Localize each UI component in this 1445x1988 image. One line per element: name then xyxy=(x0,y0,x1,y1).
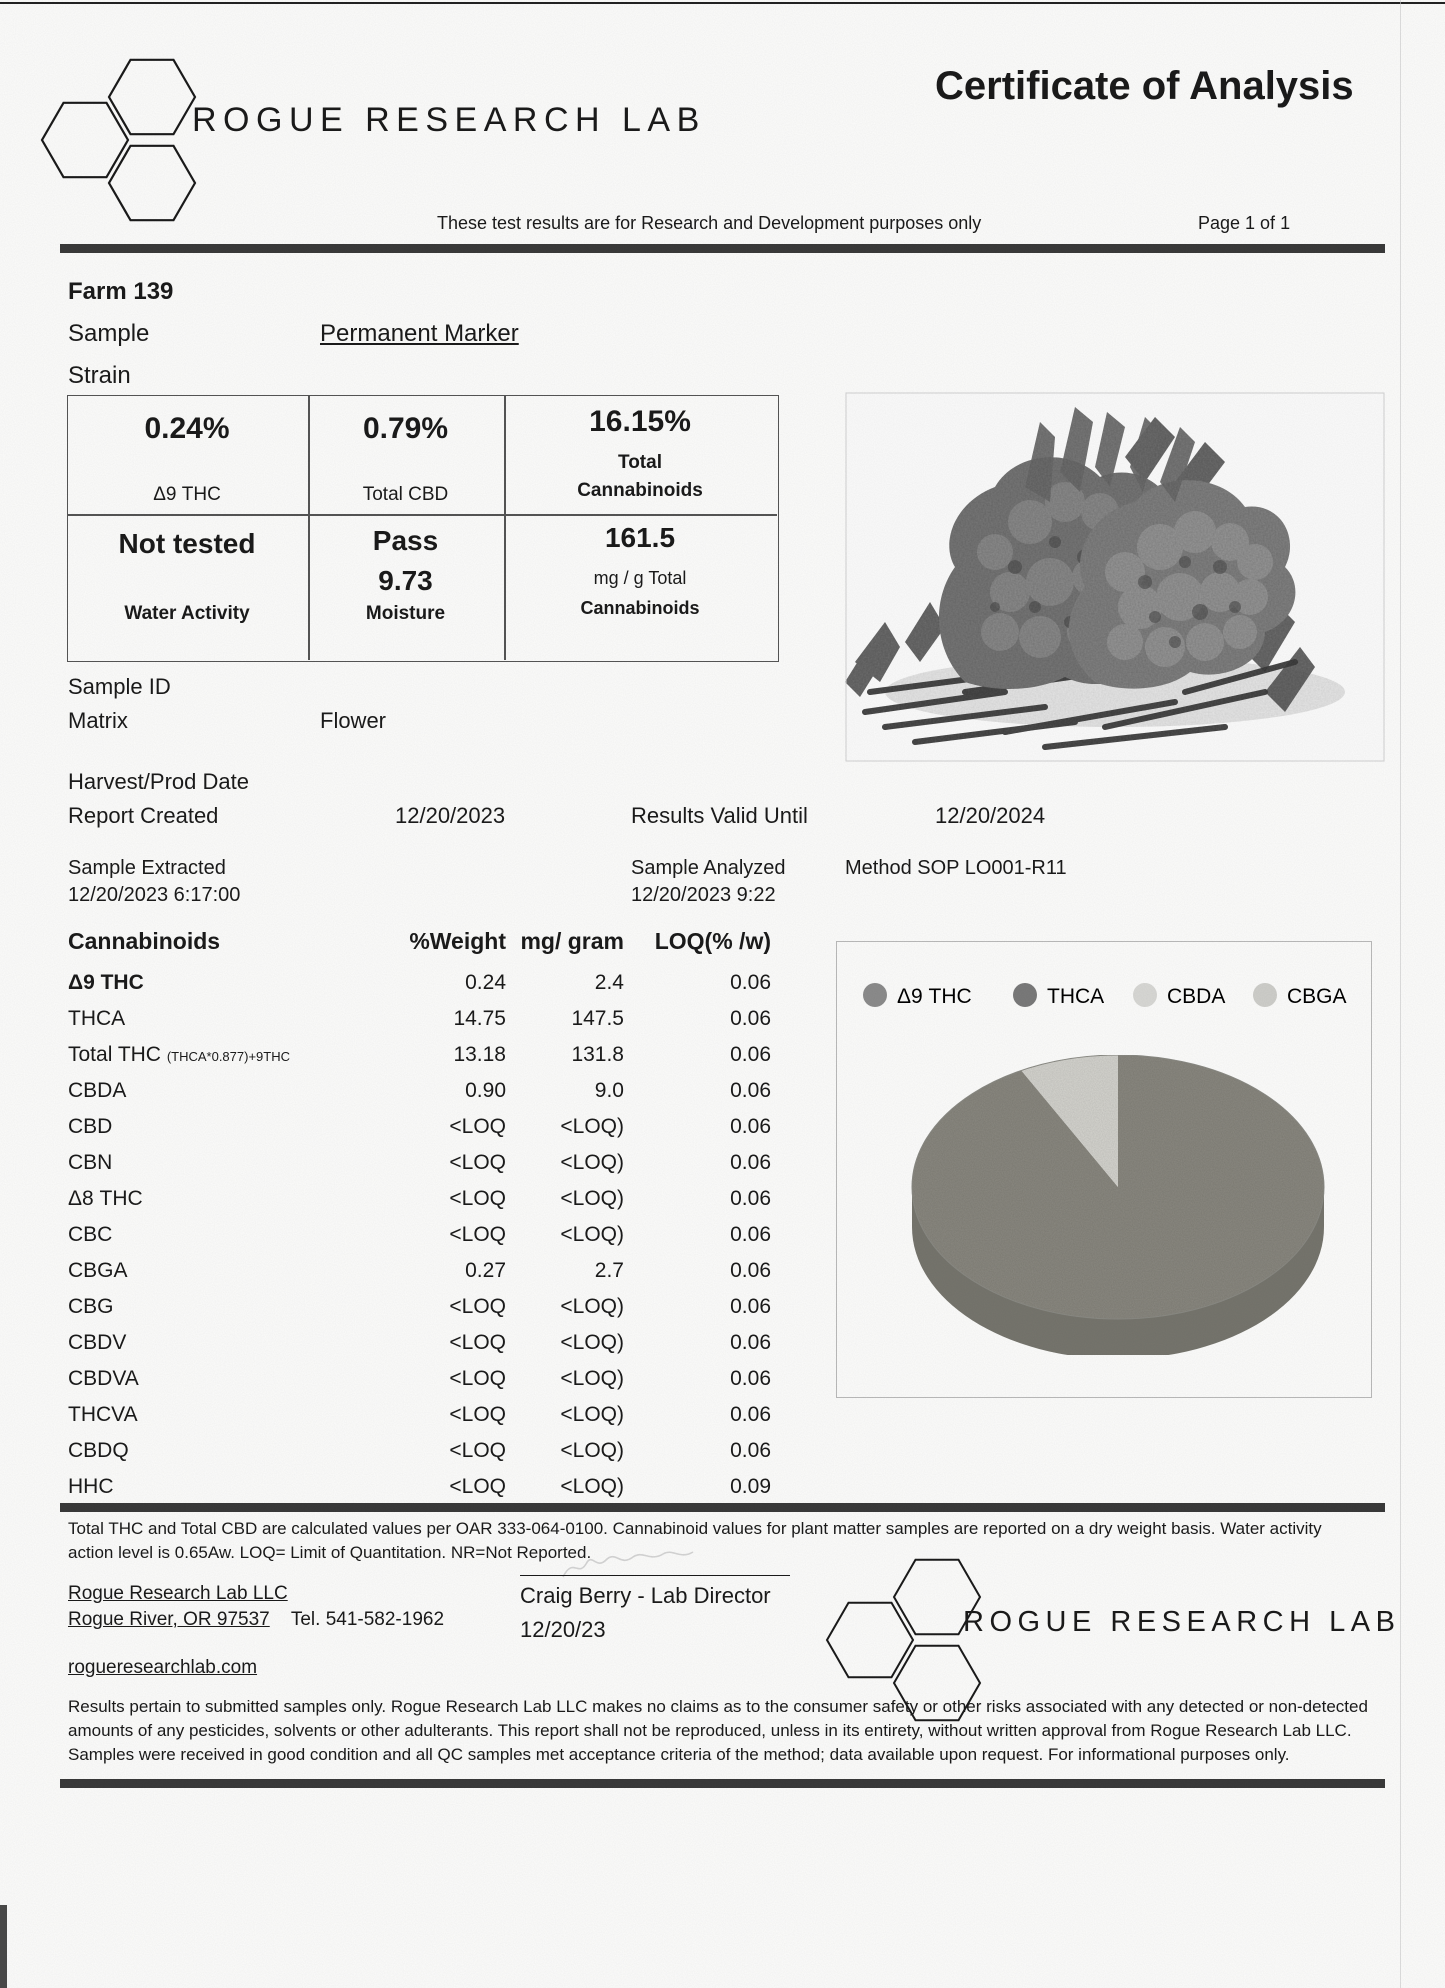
svg-text:Δ9 THC: Δ9 THC xyxy=(897,985,972,1008)
svg-text:CBGA: CBGA xyxy=(1287,985,1347,1008)
svg-text:THCA: THCA xyxy=(1047,985,1104,1008)
svg-text:CBDA: CBDA xyxy=(1167,985,1225,1008)
